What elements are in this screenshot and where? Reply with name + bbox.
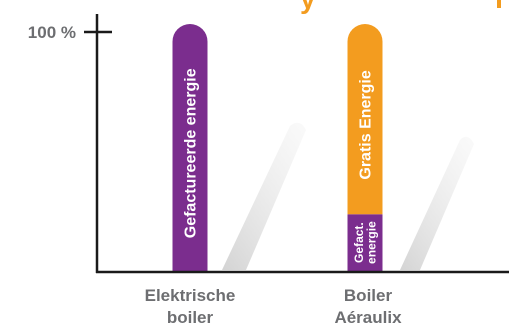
bar-shadow xyxy=(206,122,306,270)
bar-segment xyxy=(347,23,383,215)
title-fragment: y xyxy=(300,0,316,14)
bar-segment-label-line: Gefact. xyxy=(352,222,366,263)
title-fragment-mark xyxy=(497,0,501,8)
bar-segment-label: Gefact.energie xyxy=(352,221,379,264)
y-tick-label: 100 % xyxy=(28,23,76,42)
bar-segment xyxy=(172,23,208,271)
x-tick-label-line: Boiler xyxy=(343,286,393,305)
bar-segment-label-line: energie xyxy=(365,221,379,264)
x-tick-label-line: Elektrische xyxy=(144,286,236,305)
bar-segment-label: Gratis Energie xyxy=(358,70,375,179)
bar-segment xyxy=(347,214,383,271)
x-tick-label-elektrische-boiler: Elektrische boiler xyxy=(105,285,275,329)
x-tick-label-line: Aéraulix xyxy=(334,308,402,327)
x-tick-label-boiler-aeraulix: Boiler Aéraulix xyxy=(283,285,453,329)
bar-segment-label-line: Gratis Energie xyxy=(358,70,375,179)
bar-segment-label: Gefactureerde energie xyxy=(183,68,200,238)
x-tick-label-line: boiler xyxy=(166,308,214,327)
bar-shadow xyxy=(383,136,474,270)
bar-segment-label-line: Gefactureerde energie xyxy=(183,68,200,238)
